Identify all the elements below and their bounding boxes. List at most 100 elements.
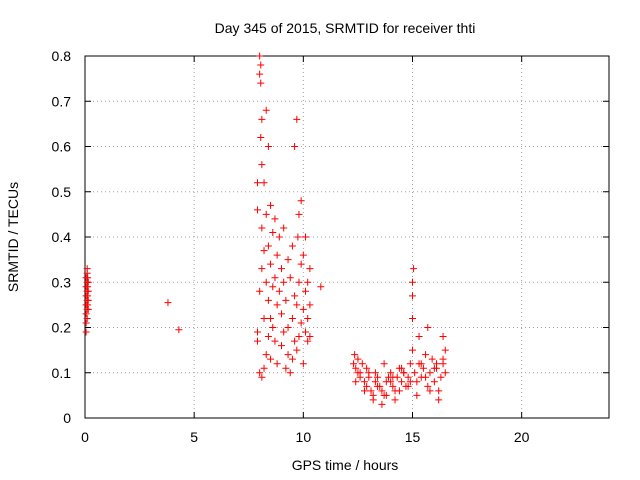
- data-point: [295, 333, 303, 341]
- data-point: [291, 337, 299, 345]
- data-point: [306, 301, 314, 309]
- data-point: [304, 337, 312, 345]
- data-point: [371, 378, 379, 386]
- data-point: [297, 260, 305, 268]
- y-tick-label: 0.1: [52, 365, 72, 381]
- data-point: [302, 233, 310, 241]
- data-point: [264, 242, 272, 250]
- data-point: [317, 283, 325, 291]
- data-point: [354, 355, 362, 363]
- data-point: [410, 265, 418, 273]
- grid-layer: [85, 56, 609, 418]
- data-point: [435, 387, 443, 395]
- data-point: [282, 364, 290, 372]
- x-tick-label: 0: [81, 429, 89, 445]
- data-point: [409, 278, 416, 286]
- data-point: [360, 378, 368, 386]
- data-point: [304, 278, 312, 286]
- y-axis-label: SRMTID / TECUs: [5, 182, 21, 292]
- data-point: [419, 364, 427, 372]
- data-point: [282, 296, 290, 304]
- data-point: [278, 342, 285, 350]
- data-point: [406, 360, 414, 368]
- data-point: [430, 364, 438, 372]
- data-point: [264, 333, 272, 341]
- data-point: [299, 251, 307, 259]
- data-point: [267, 260, 275, 268]
- data-point: [260, 247, 268, 255]
- data-point: [304, 314, 312, 322]
- data-point: [409, 314, 416, 322]
- data-point: [82, 328, 90, 336]
- x-tick-label: 10: [296, 429, 312, 445]
- data-point: [306, 265, 314, 273]
- data-point: [404, 373, 412, 381]
- data-point: [257, 61, 265, 69]
- tick-layer: [84, 55, 609, 419]
- data-point: [273, 301, 281, 309]
- y-tick-label: 0.3: [52, 274, 72, 290]
- data-point: [256, 52, 264, 60]
- data-point: [291, 292, 299, 300]
- data-point: [262, 210, 270, 218]
- data-point: [439, 333, 447, 341]
- data-point: [367, 387, 375, 395]
- data-point: [365, 373, 373, 381]
- data-point: [278, 265, 285, 273]
- data-point: [428, 355, 436, 363]
- data-point: [413, 391, 421, 399]
- data-point: [363, 364, 371, 372]
- data-point: [441, 369, 449, 377]
- data-point: [258, 161, 266, 169]
- data-point: [84, 283, 92, 291]
- data-point: [175, 326, 183, 334]
- data-point: [352, 364, 360, 372]
- data-point: [387, 369, 395, 377]
- data-point: [271, 337, 279, 345]
- data-point: [351, 351, 359, 359]
- data-point: [439, 355, 447, 363]
- data-point: [380, 360, 388, 368]
- data-point: [371, 369, 379, 377]
- data-point: [424, 324, 432, 331]
- data-point: [253, 328, 261, 336]
- data-point: [360, 387, 368, 395]
- data-point: [352, 378, 360, 386]
- data-point: [422, 373, 430, 381]
- data-point: [293, 301, 301, 309]
- x-tick-label: 20: [514, 429, 530, 445]
- x-axis-label: GPS time / hours: [292, 457, 399, 473]
- data-point: [253, 337, 261, 345]
- data-point: [411, 369, 419, 377]
- data-point: [291, 143, 299, 150]
- data-point: [430, 378, 438, 386]
- data-point: [262, 106, 270, 114]
- data-point: [82, 319, 90, 327]
- data-point: [256, 369, 264, 377]
- data-point: [406, 378, 414, 386]
- data-point: [409, 346, 416, 354]
- data-point: [389, 382, 397, 390]
- data-point: [258, 265, 266, 273]
- data-point: [409, 292, 416, 300]
- data-point: [382, 391, 390, 399]
- data-point: [413, 378, 421, 386]
- data-point: [441, 346, 449, 354]
- data-point: [273, 360, 281, 368]
- data-point: [84, 296, 92, 304]
- data-point: [374, 382, 382, 390]
- data-point: [297, 319, 305, 327]
- data-point: [288, 314, 296, 322]
- data-point: [84, 287, 92, 295]
- y-tick-label: 0.2: [52, 320, 72, 336]
- data-point: [83, 314, 91, 322]
- data-points-layer: [82, 52, 449, 408]
- y-tick-label: 0.5: [52, 184, 72, 200]
- y-tick-label: 0.4: [52, 229, 72, 245]
- data-point: [253, 179, 261, 187]
- data-point: [369, 396, 377, 404]
- data-point: [256, 70, 264, 78]
- data-point: [395, 387, 403, 395]
- data-point: [258, 224, 266, 232]
